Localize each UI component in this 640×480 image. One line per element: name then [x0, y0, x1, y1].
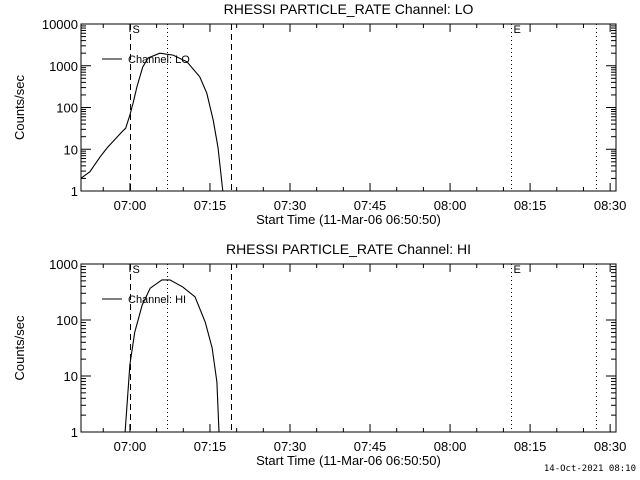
y-tick-label: 100 [56, 313, 78, 328]
x-tick-label: 07:45 [354, 198, 387, 213]
y-tick-label: 1000 [49, 257, 78, 272]
x-tick-label: 07:00 [114, 439, 147, 454]
marker-label: E [514, 24, 521, 36]
y-tick-label: 10 [64, 369, 78, 384]
panel-hi: RHESSI PARTICLE_RATE Channel: HI 1 10 100 10… [12, 241, 626, 468]
y-tick-label: 10000 [42, 17, 78, 32]
x-axis-label: Start Time (11-Mar-06 06:50:50) [256, 453, 441, 468]
x-tick-label: 08:30 [594, 198, 627, 213]
chart-title: RHESSI PARTICLE_RATE Channel: HI [226, 241, 471, 257]
x-tick-label: 08:15 [514, 439, 547, 454]
marker-label: E [514, 264, 521, 276]
x-tick-label: 07:30 [274, 198, 307, 213]
y-axis-label: Counts/sec [12, 315, 27, 381]
y-axis-label: Counts/sec [12, 74, 27, 140]
x-tick-label: 07:30 [274, 439, 307, 454]
series-line [80, 52, 224, 192]
legend-label: Channel: HI [128, 294, 186, 306]
y-tick-label: 1 [71, 425, 78, 440]
x-tick-label: 07:15 [194, 439, 227, 454]
panel-lo: RHESSI PARTICLE_RATE Channel: LO 1 10 100 10… [12, 1, 626, 227]
x-tick-label: 08:00 [434, 198, 467, 213]
plot-frame [80, 263, 617, 433]
x-axis-label: Start Time (11-Mar-06 06:50:50) [256, 212, 441, 227]
legend-label: Channel: LO [128, 54, 190, 66]
x-tick-label: 08:15 [514, 198, 547, 213]
y-tick-label: 1000 [49, 59, 78, 74]
plot-timestamp: 14-Oct-2021 08:10 [543, 464, 636, 474]
x-tick-label: 07:45 [354, 439, 387, 454]
x-tick-label: 08:30 [594, 439, 627, 454]
y-tick-label: 100 [56, 101, 78, 116]
marker-label: S [133, 24, 140, 36]
plot-frame [80, 23, 617, 192]
x-tick-label: 07:00 [114, 198, 147, 213]
y-tick-label: 10 [64, 142, 78, 157]
y-tick-label: 1 [71, 184, 78, 199]
marker-label: S [133, 264, 140, 276]
x-tick-label: 07:15 [194, 198, 227, 213]
x-tick-label: 08:00 [434, 439, 467, 454]
chart-title: RHESSI PARTICLE_RATE Channel: LO [224, 1, 474, 17]
